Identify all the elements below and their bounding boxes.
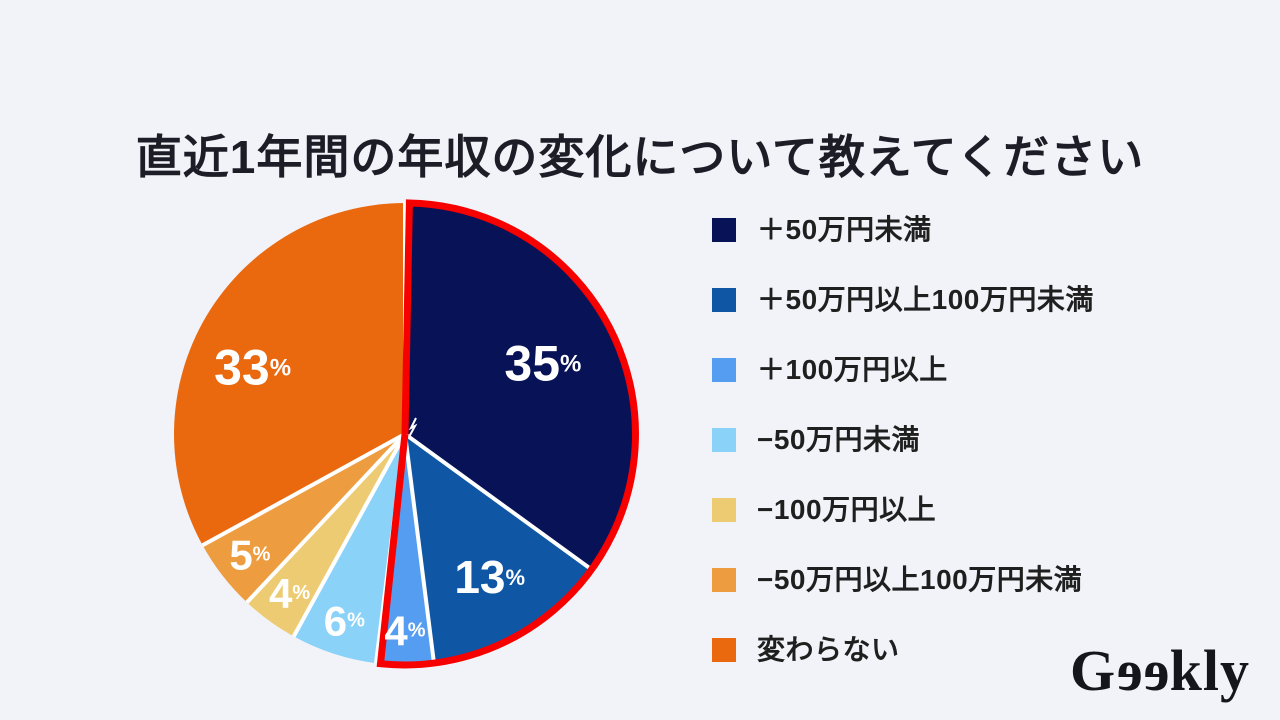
slice-divider	[403, 432, 594, 572]
slice-divider	[245, 432, 407, 604]
pie-slice-0	[405, 203, 637, 570]
pie-slice-2	[376, 434, 434, 666]
pie-slice-4	[246, 434, 405, 637]
legend-item: 変わらない	[712, 634, 1182, 665]
legend-swatch	[712, 498, 736, 522]
logo-letters-kly: kly	[1169, 638, 1250, 703]
logo-letter-g: G	[1070, 638, 1117, 703]
chart-title: 直近1年間の年収の変化について教えてください	[135, 130, 1145, 183]
pie-slice-6	[174, 203, 405, 546]
slice-value-label-4: 4%	[269, 569, 310, 616]
legend-swatch	[712, 568, 736, 592]
legend-swatch	[712, 218, 736, 242]
legend-label: 変わらない	[757, 634, 900, 665]
legend-item: ＋50万円以上100万円未満	[712, 284, 1182, 315]
slice-value-label-0: 35%	[504, 336, 581, 392]
pie-chart: 35% 13% 4% 6% 4% 5% 33%	[170, 199, 640, 669]
legend-swatch	[712, 288, 736, 312]
slice-divider	[291, 433, 407, 638]
slice-value-label-6: 33%	[214, 339, 291, 395]
legend-swatch	[712, 428, 736, 452]
chart-legend: ＋50万円未満 ＋50万円以上100万円未満 ＋100万円以上 −50万円未満 …	[712, 214, 1182, 708]
center-mark	[408, 417, 418, 438]
legend-item: −50万円未満	[712, 424, 1182, 455]
legend-item: ＋100万円以上	[712, 354, 1182, 385]
legend-label: ＋50万円未満	[757, 214, 932, 245]
pie-slice-3	[293, 434, 405, 664]
pie-slice-5	[202, 434, 405, 603]
legend-label: ＋100万円以上	[757, 354, 948, 385]
slice-divider	[403, 433, 436, 664]
legend-label: ＋50万円以上100万円未満	[757, 284, 1094, 315]
legend-swatch	[712, 358, 736, 382]
legend-label: −100万円以上	[757, 494, 937, 525]
highlight-outline	[376, 199, 639, 669]
pie-slice-1	[405, 434, 592, 664]
legend-item: −100万円以上	[712, 494, 1182, 525]
legend-item: −50万円以上100万円未満	[712, 564, 1182, 595]
legend-label: −50万円未満	[757, 424, 920, 455]
legend-item: ＋50万円未満	[712, 214, 1182, 245]
slice-divider	[201, 432, 406, 548]
legend-label: −50万円以上100万円未満	[757, 564, 1083, 595]
slice-value-label-5: 5%	[229, 531, 270, 578]
slice-value-label-1: 13%	[454, 551, 525, 603]
slice-value-label-2: 4%	[384, 607, 425, 654]
legend-swatch	[712, 638, 736, 662]
slice-value-label-3: 6%	[324, 597, 365, 644]
geekly-logo: Geekly	[1070, 638, 1250, 703]
pie-chart-svg: 35%13%4%6%4%5%33%	[174, 199, 639, 669]
logo-mirrored-ee: ee	[1116, 638, 1170, 703]
